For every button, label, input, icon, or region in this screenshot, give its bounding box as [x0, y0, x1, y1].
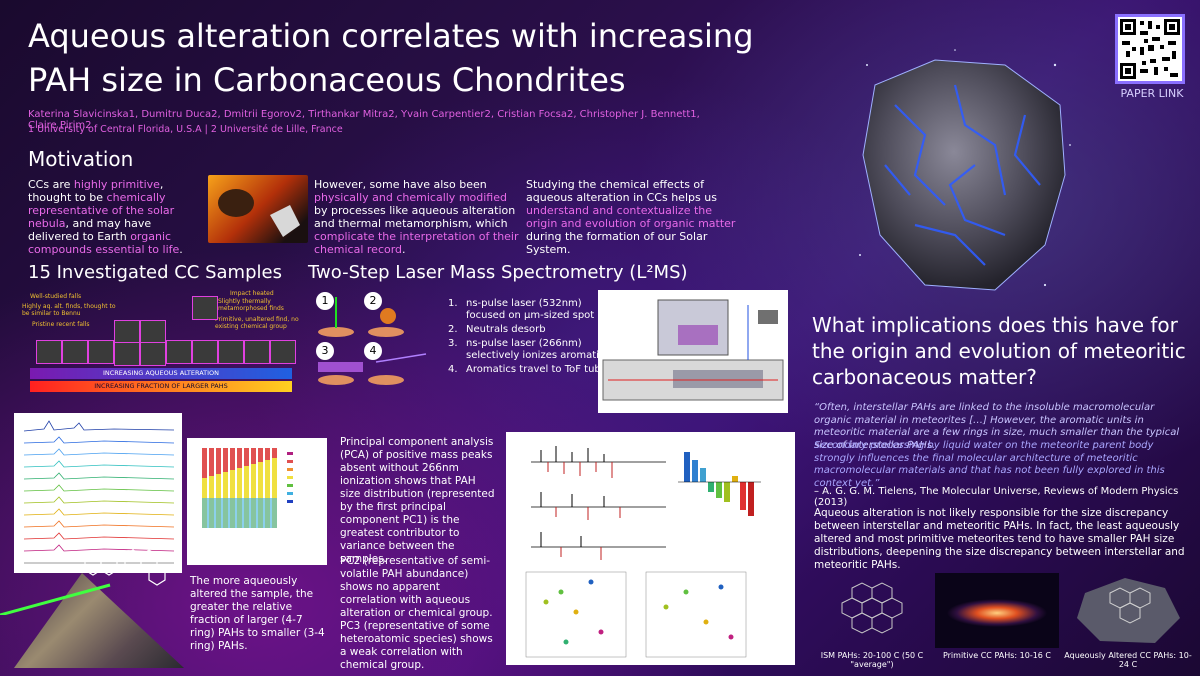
- altered-pah-image: [1065, 573, 1191, 648]
- motivation-heading: Motivation: [28, 147, 134, 171]
- l2ms-step: 4. Aromatics travel to ToF tube: [448, 364, 607, 375]
- motivation-col2: However, some have also been physically …: [314, 178, 519, 256]
- step-icon: 4: [364, 342, 382, 360]
- sample-tile: [244, 340, 270, 364]
- l2ms-step: 1. ns-pulse laser (532nm) focused on µm-s…: [448, 298, 595, 321]
- motivation-col3: Studying the chemical effects of aqueous…: [526, 178, 736, 256]
- sample-tile: [88, 340, 114, 364]
- pca-loadings-figure: [506, 432, 795, 665]
- paper-link-label[interactable]: PAPER LINK: [1120, 87, 1184, 100]
- galaxy-icon: [935, 573, 1059, 648]
- mass-spectra-figure: [14, 413, 182, 573]
- altered-pah-caption: Aqueously Altered CC PAHs: 10-24 C: [1064, 651, 1192, 669]
- primitive-label: Primitive, unaltered find, no existing c…: [215, 316, 299, 330]
- affiliations: 1 University of Central Florida, U.S.A |…: [28, 124, 343, 135]
- step-icon: 1: [316, 292, 334, 310]
- pca-description: Principal component analysis (PCA) of po…: [340, 436, 495, 565]
- pc2-description: PC2 (representative of semi-volatile PAH…: [340, 555, 493, 671]
- conclusion-summary: Aqueous alteration is not likely respons…: [814, 507, 1185, 571]
- ism-pah-image: [812, 573, 930, 648]
- sample-tile: [270, 340, 296, 364]
- instrument-schematic: [598, 290, 788, 413]
- sample-tile: [140, 320, 166, 344]
- l2ms-step: 3. ns-pulse laser (266nm) selectively ion…: [448, 338, 610, 361]
- l2ms-step: 2. Neutrals desorb: [448, 324, 546, 335]
- sample-tile: [114, 320, 140, 344]
- l2ms-step-list: 1. ns-pulse laser (532nm) focused on µm-s…: [448, 298, 618, 376]
- sample-tile: [114, 342, 140, 366]
- ring-fraction-chart: [187, 438, 327, 565]
- sample-tile: [166, 340, 192, 364]
- l2ms-steps-diagram: 1 2 3 4: [316, 292, 436, 392]
- tielens-quote-part1: “Often, interstellar PAHs are linked to …: [814, 402, 1180, 451]
- implications-question: What implications does this have for the…: [812, 313, 1186, 389]
- quote-citation: – A. G. G. M. Tielens, The Molecular Uni…: [814, 486, 1179, 508]
- meteorite-icon: [855, 45, 1075, 305]
- sample-tile: [62, 340, 88, 364]
- samples-heading: 15 Investigated CC Samples: [28, 262, 282, 283]
- recent-falls-label: Pristine recent falls: [32, 321, 90, 328]
- poster-title: Aqueous alteration correlates with incre…: [28, 17, 754, 99]
- aqueous-alteration-arrow: INCREASING AQUEOUS ALTERATION: [30, 368, 292, 379]
- asteroid-icon: [208, 175, 308, 243]
- ism-pah-caption: ISM PAHs: 20-100 C (50 C "average"): [820, 651, 924, 669]
- sample-tile: [218, 340, 244, 364]
- laser-beam-icon: [0, 583, 111, 615]
- l2ms-heading: Two-Step Laser Mass Spectrometry (L²MS): [308, 262, 688, 283]
- laser-icon: [318, 297, 427, 385]
- sample-row: [28, 296, 296, 366]
- author-list: Katerina Slavicinska1, Dumitru Duca2, Dm…: [28, 109, 700, 131]
- step-icon: 2: [364, 292, 382, 310]
- motivation-col1: CCs are highly primitive, thought to be …: [28, 178, 183, 256]
- pah-molecule-icon: [84, 549, 166, 586]
- sample-tile: [192, 340, 218, 364]
- well-studied-label: Well-studied falls: [30, 293, 82, 300]
- impact-heated-label: Impact heated: [230, 290, 274, 297]
- tielens-quote-part2: Secondary processing by liquid water on …: [814, 440, 1165, 489]
- step-icon: 3: [316, 342, 334, 360]
- sample-tile: [36, 340, 62, 364]
- bennu-like-label: Highly aq. alt. finds, thought to be sim…: [22, 303, 116, 317]
- sample-tile: [140, 342, 166, 366]
- thermal-label: Slightly thermally metamorphosed finds: [218, 298, 284, 312]
- ring-fraction-caption: The more aqueously altered the sample, t…: [190, 575, 325, 652]
- larger-pah-arrow: INCREASING FRACTION OF LARGER PAHS: [30, 381, 292, 392]
- sample-tile: [192, 296, 218, 320]
- qr-code-icon[interactable]: [1115, 14, 1185, 84]
- primitive-pah-caption: Primitive CC PAHs: 10-16 C: [942, 651, 1052, 660]
